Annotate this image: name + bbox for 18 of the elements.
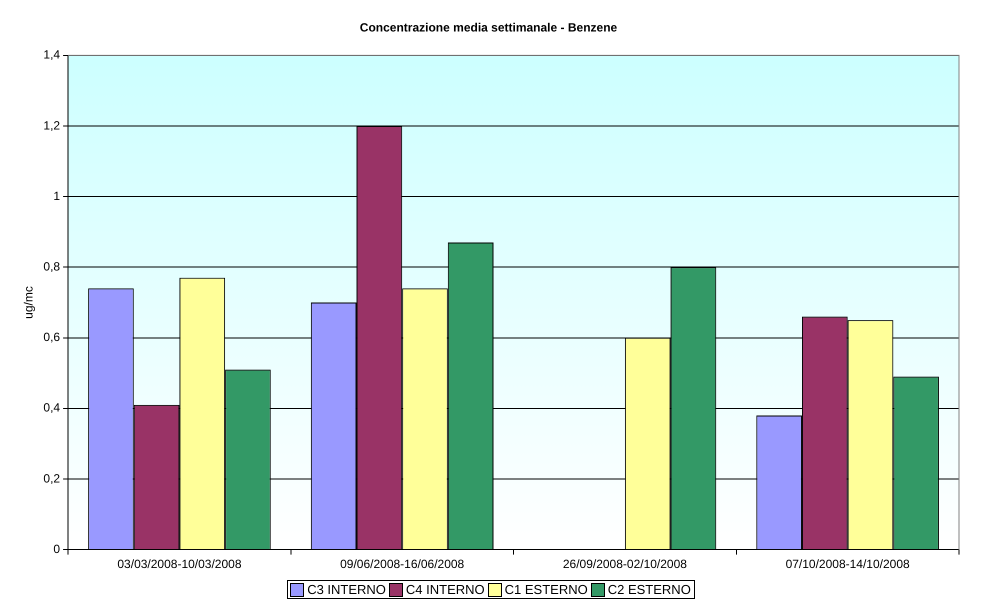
y-tick-label: 1 <box>53 188 60 203</box>
chart-title: Concentrazione media settimanale - Benzene <box>360 20 618 35</box>
y-tick-label: 0 <box>53 542 60 556</box>
legend-label: C3 INTERNO <box>307 582 386 597</box>
y-tick-label: 0,6 <box>43 330 60 344</box>
x-tick-label: 26/09/2008-02/10/2008 <box>562 557 688 572</box>
y-tick-label: 0,2 <box>43 471 60 486</box>
y-tick-label: 0,8 <box>43 260 60 274</box>
legend-label: C2 ESTERNO <box>608 582 691 597</box>
legend-label: C4 INTERNO <box>406 582 485 597</box>
legend-label: C1 ESTERNO <box>504 582 588 597</box>
x-tick-label: 03/03/2008-10/03/2008 <box>117 557 242 572</box>
y-tick-label: 0,4 <box>43 400 60 415</box>
y-axis-title: ug/mc <box>22 286 36 319</box>
y-tick-label: 1,2 <box>43 118 60 132</box>
x-tick-label: 09/06/2008-16/06/2008 <box>340 557 465 572</box>
x-tick-label: 07/10/2008-14/10/2008 <box>786 557 910 572</box>
y-tick-label: 1,4 <box>43 48 60 62</box>
